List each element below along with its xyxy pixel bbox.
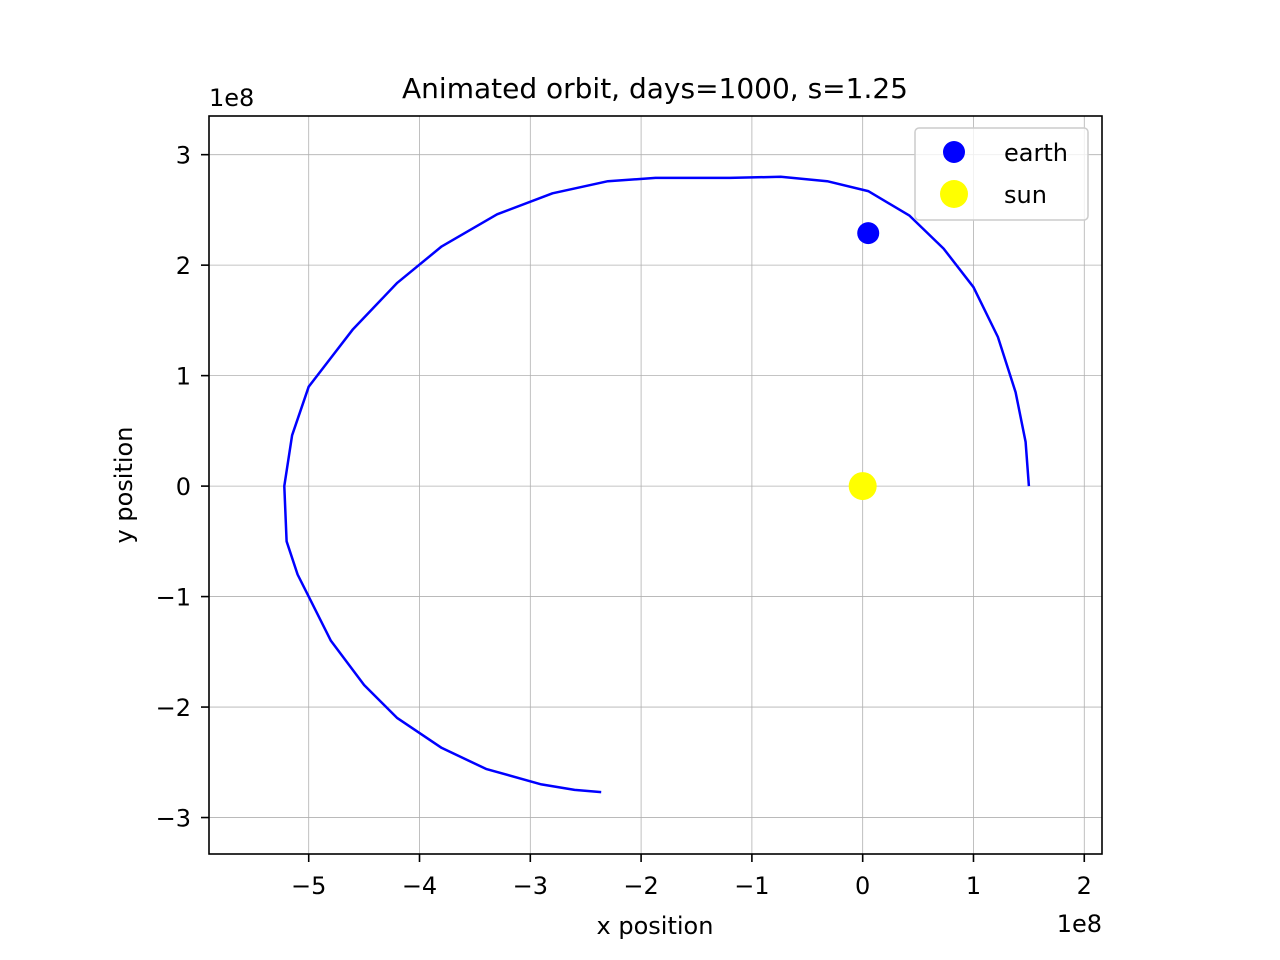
x-axis-ticks: −5 −4 −3 −2 −1 0 1 2 — [291, 854, 1092, 900]
legend-sun-label: sun — [1004, 181, 1047, 209]
chart-title: Animated orbit, days=1000, s=1.25 — [402, 72, 908, 105]
y-tick-label: −1 — [156, 584, 191, 612]
legend-earth-marker — [943, 141, 965, 163]
sun-marker — [848, 472, 877, 501]
legend: earth sun — [914, 127, 1089, 221]
y-tick-label: −2 — [156, 694, 191, 722]
x-tick-label: −4 — [402, 872, 437, 900]
x-tick-label: 0 — [855, 872, 870, 900]
x-tick-label: −5 — [291, 872, 326, 900]
earth-marker — [857, 222, 880, 245]
y-tick-label: 0 — [176, 473, 191, 501]
x-tick-label: 2 — [1077, 872, 1092, 900]
y-tick-label: 1 — [176, 363, 191, 391]
y-tick-label: −3 — [156, 805, 191, 833]
x-axis-offset-label: 1e8 — [1057, 910, 1102, 938]
grid-lines — [209, 116, 1102, 854]
orbit-line — [283, 175, 1031, 794]
y-axis-label: y position — [110, 427, 138, 544]
plot-area — [283, 175, 1031, 794]
y-tick-label: 2 — [176, 252, 191, 280]
x-axis-label: x position — [597, 912, 714, 940]
legend-earth-label: earth — [1004, 139, 1068, 167]
y-axis-ticks: 3 2 1 0 −1 −2 −3 — [156, 142, 209, 833]
x-tick-label: 1 — [966, 872, 981, 900]
legend-sun-marker — [940, 180, 968, 208]
y-axis-offset-label: 1e8 — [209, 84, 254, 112]
x-tick-label: −1 — [734, 872, 769, 900]
y-tick-label: 3 — [176, 142, 191, 170]
x-tick-label: −3 — [513, 872, 548, 900]
axes-frame — [208, 115, 1103, 855]
x-tick-label: −2 — [623, 872, 658, 900]
